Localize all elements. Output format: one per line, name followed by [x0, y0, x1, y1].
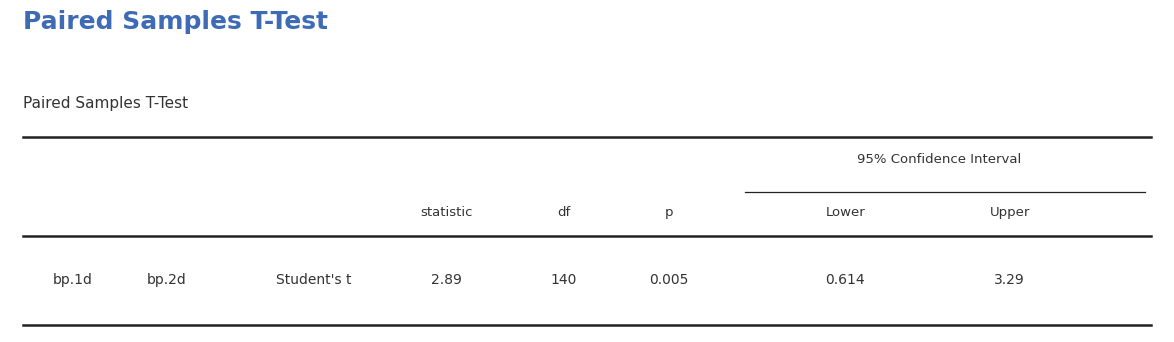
Text: 0.614: 0.614	[825, 274, 865, 287]
Text: 140: 140	[551, 274, 576, 287]
Text: 95% Confidence Interval: 95% Confidence Interval	[857, 153, 1021, 166]
Text: Lower: Lower	[825, 206, 865, 219]
Text: 2.89: 2.89	[431, 274, 461, 287]
Text: Paired Samples T-Test: Paired Samples T-Test	[23, 10, 329, 34]
Text: Paired Samples T-Test: Paired Samples T-Test	[23, 96, 189, 111]
Text: 3.29: 3.29	[994, 274, 1025, 287]
Text: Upper: Upper	[990, 206, 1030, 219]
Text: p: p	[664, 206, 674, 219]
Text: 0.005: 0.005	[649, 274, 689, 287]
Text: df: df	[556, 206, 571, 219]
Text: bp.1d: bp.1d	[53, 274, 93, 287]
Text: statistic: statistic	[420, 206, 472, 219]
Text: bp.2d: bp.2d	[147, 274, 187, 287]
Text: Student's t: Student's t	[276, 274, 351, 287]
